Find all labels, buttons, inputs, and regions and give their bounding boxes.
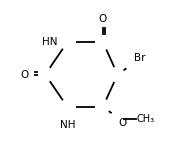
Text: Br: Br: [134, 53, 145, 63]
Text: NH: NH: [60, 120, 75, 130]
Text: CH₃: CH₃: [137, 114, 155, 124]
Text: O: O: [21, 69, 29, 80]
Text: O: O: [118, 118, 127, 128]
Text: O: O: [99, 14, 107, 24]
Text: HN: HN: [42, 37, 57, 47]
